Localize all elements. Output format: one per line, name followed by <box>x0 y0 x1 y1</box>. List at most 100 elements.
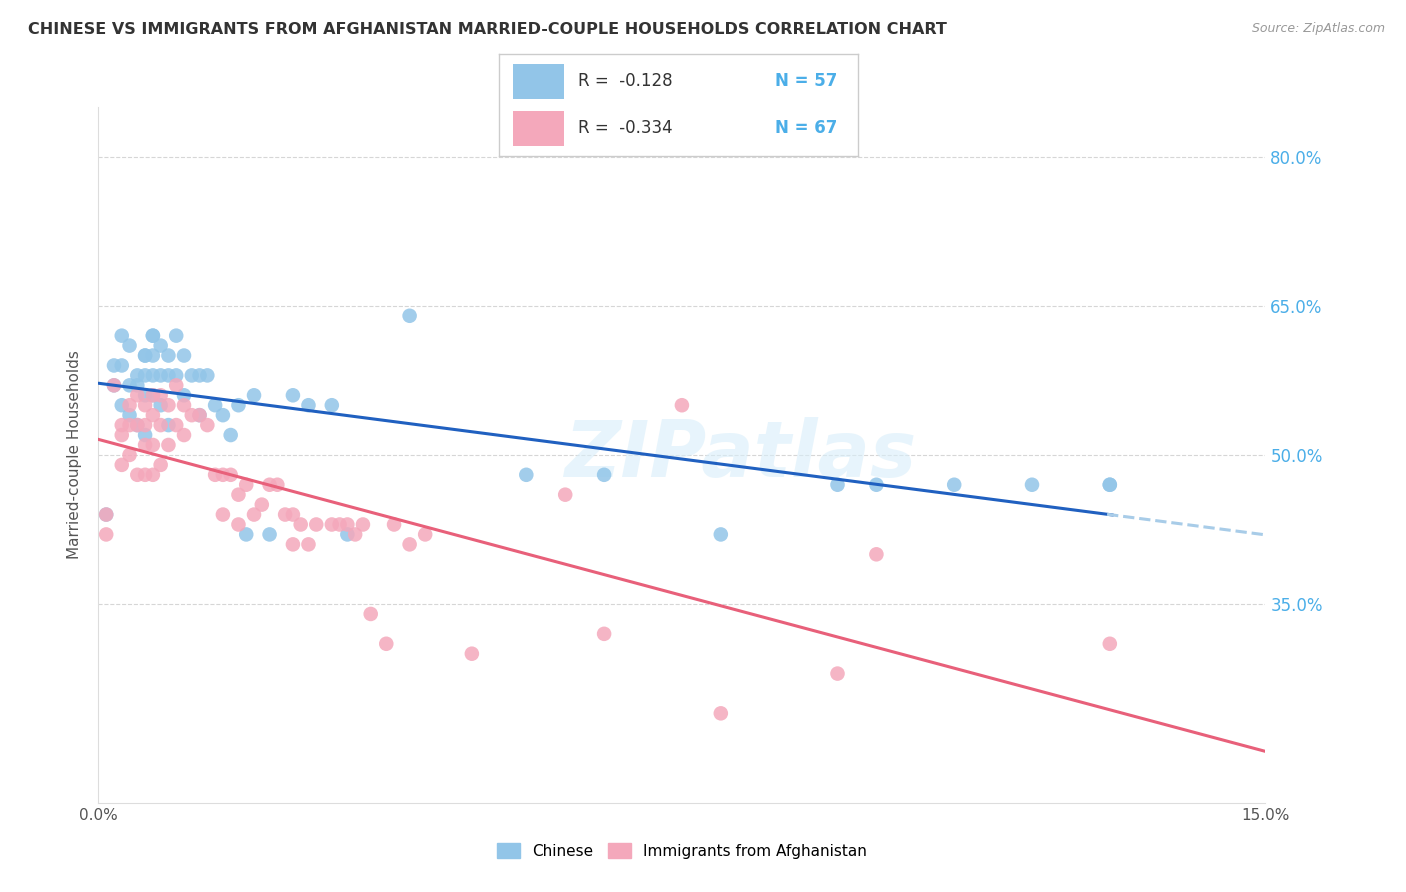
Point <box>111 359 134 373</box>
Point <box>461 647 484 661</box>
Point <box>134 418 156 433</box>
Point <box>671 398 693 412</box>
Point <box>1098 637 1121 651</box>
Text: Source: ZipAtlas.com: Source: ZipAtlas.com <box>1251 22 1385 36</box>
Point <box>142 388 165 402</box>
Point <box>149 418 172 433</box>
Point <box>321 517 343 532</box>
Point <box>157 349 180 363</box>
Point <box>204 398 226 412</box>
Point <box>111 458 134 472</box>
Point <box>243 388 266 402</box>
FancyBboxPatch shape <box>513 64 564 99</box>
Point <box>235 527 257 541</box>
Text: N = 57: N = 57 <box>775 72 838 90</box>
Point <box>375 637 398 651</box>
Point <box>515 467 537 482</box>
Point <box>865 547 887 561</box>
Point <box>297 398 319 412</box>
Point <box>127 378 149 392</box>
Point <box>96 527 118 541</box>
Text: CHINESE VS IMMIGRANTS FROM AFGHANISTAN MARRIED-COUPLE HOUSEHOLDS CORRELATION CHA: CHINESE VS IMMIGRANTS FROM AFGHANISTAN M… <box>28 22 948 37</box>
Point <box>142 328 165 343</box>
Text: R =  -0.128: R = -0.128 <box>578 72 672 90</box>
Point <box>943 477 966 491</box>
Point <box>281 388 304 402</box>
Point <box>96 508 118 522</box>
Point <box>134 428 156 442</box>
Point <box>219 428 242 442</box>
Point <box>180 368 202 383</box>
Point <box>180 408 202 422</box>
Point <box>142 408 165 422</box>
Point <box>382 517 405 532</box>
Point <box>127 368 149 383</box>
Point <box>103 378 125 392</box>
Point <box>118 418 141 433</box>
Text: R =  -0.334: R = -0.334 <box>578 120 672 137</box>
Point <box>212 508 235 522</box>
Point <box>827 477 849 491</box>
Point <box>243 508 266 522</box>
Point <box>188 408 211 422</box>
Point <box>118 448 141 462</box>
Point <box>250 498 273 512</box>
Point <box>142 349 165 363</box>
Point <box>134 467 156 482</box>
Point <box>228 517 250 532</box>
Point <box>118 408 141 422</box>
Point <box>290 517 312 532</box>
Point <box>142 328 165 343</box>
Point <box>134 349 156 363</box>
Point <box>127 418 149 433</box>
Point <box>165 418 187 433</box>
Point <box>865 477 887 491</box>
Point <box>710 527 733 541</box>
Point <box>173 428 195 442</box>
Point <box>111 328 134 343</box>
Point <box>827 666 849 681</box>
Point <box>157 418 180 433</box>
Point <box>111 418 134 433</box>
Point <box>344 527 367 541</box>
Point <box>710 706 733 721</box>
Point <box>281 508 304 522</box>
Point <box>134 398 156 412</box>
Point <box>173 349 195 363</box>
Point <box>173 398 195 412</box>
Point <box>165 368 187 383</box>
Point <box>149 338 172 352</box>
Point <box>157 398 180 412</box>
Point <box>142 467 165 482</box>
Point <box>142 368 165 383</box>
Point <box>336 527 359 541</box>
Point <box>336 517 359 532</box>
Point <box>118 398 141 412</box>
Point <box>259 477 281 491</box>
Point <box>149 458 172 472</box>
Text: ZIPatlas: ZIPatlas <box>564 417 917 493</box>
Point <box>149 398 172 412</box>
Point <box>165 328 187 343</box>
Point <box>259 527 281 541</box>
Point <box>274 508 297 522</box>
Point <box>398 309 420 323</box>
Point <box>157 438 180 452</box>
Point <box>212 408 235 422</box>
Text: N = 67: N = 67 <box>775 120 838 137</box>
Legend: Chinese, Immigrants from Afghanistan: Chinese, Immigrants from Afghanistan <box>491 837 873 864</box>
Point <box>212 467 235 482</box>
Point <box>1021 477 1043 491</box>
Point <box>329 517 352 532</box>
Point <box>1098 477 1121 491</box>
Point <box>134 368 156 383</box>
Point <box>188 368 211 383</box>
Point <box>134 349 156 363</box>
Point <box>134 438 156 452</box>
Point <box>305 517 328 532</box>
Point <box>127 418 149 433</box>
Point <box>413 527 436 541</box>
Point <box>96 508 118 522</box>
Point <box>360 607 382 621</box>
Point <box>142 388 165 402</box>
